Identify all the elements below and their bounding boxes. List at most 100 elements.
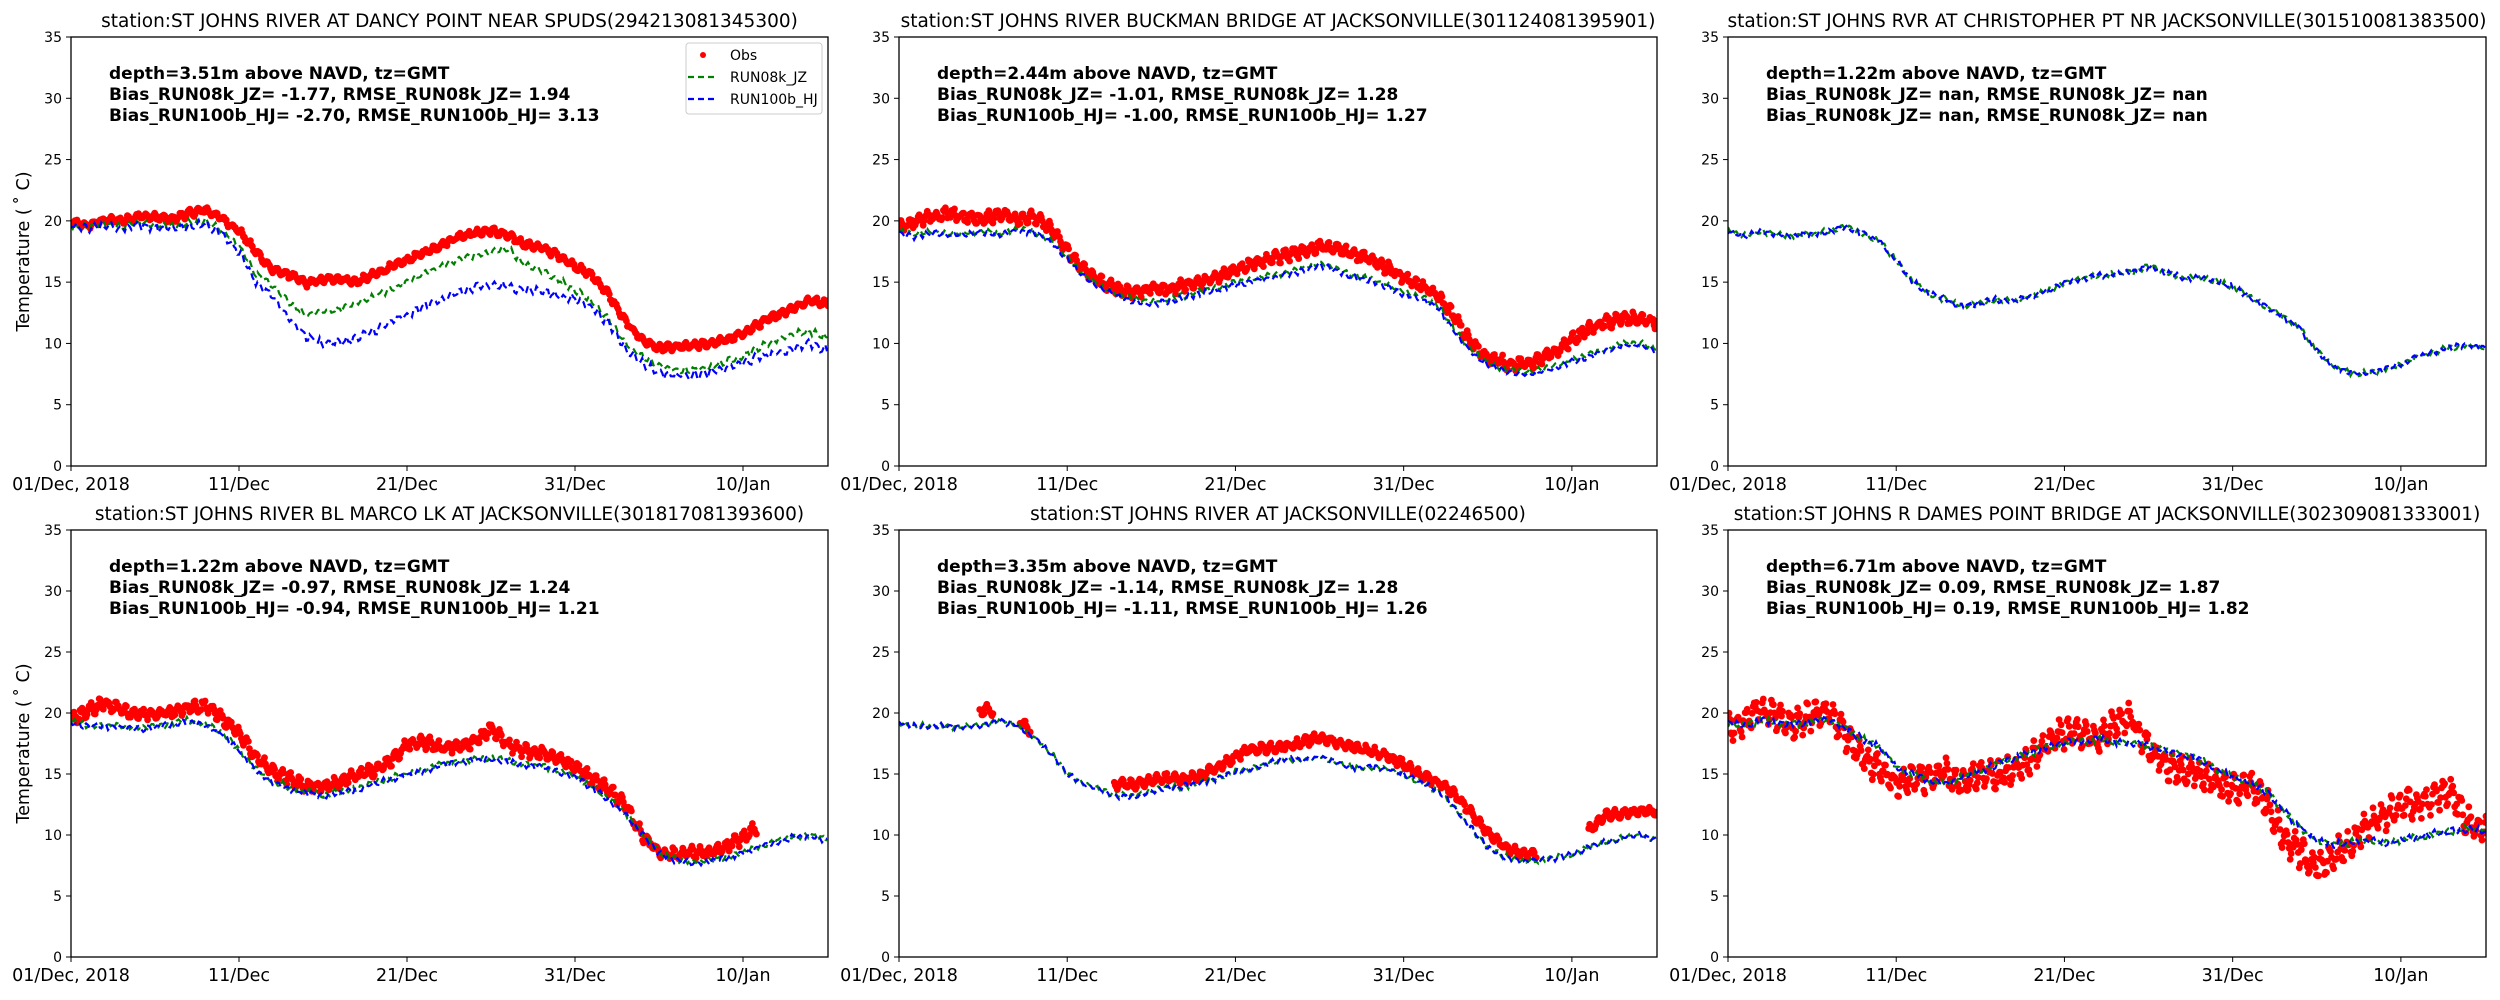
obs-point (197, 706, 205, 714)
obs-point (435, 737, 443, 745)
obs-point (1295, 255, 1303, 262)
obs-point (2297, 846, 2305, 854)
obs-point (2401, 802, 2409, 809)
obs-point (1807, 727, 1815, 735)
obs-point (2450, 789, 2458, 797)
obs-point (1269, 259, 1276, 266)
obs-point (1882, 761, 1889, 769)
obs-point (964, 219, 971, 226)
y-tick-label: 15 (872, 275, 890, 291)
obs-point (2275, 816, 2283, 824)
obs-point (2009, 772, 2016, 779)
obs-point (2219, 793, 2227, 800)
obs-point (1944, 766, 1952, 773)
x-tick-label: 31/Dec (2202, 966, 2264, 986)
obs-point (1397, 270, 1404, 278)
obs-point (2223, 780, 2231, 788)
obs-point (2428, 801, 2435, 808)
obs-point (1992, 785, 1999, 793)
x-tick-label: 21/Dec (376, 475, 438, 495)
obs-point (1499, 351, 1506, 359)
legend: Obs RUN08k_JZ RUN100b_HJ (685, 42, 823, 115)
obs-point (1857, 747, 1865, 754)
obs-point (1098, 273, 1106, 280)
y-tick-label: 30 (872, 91, 890, 107)
obs-point (2270, 828, 2278, 835)
obs-point (246, 745, 253, 752)
obs-point (2136, 726, 2144, 734)
obs-point (2333, 855, 2341, 863)
obs-point (2227, 790, 2235, 797)
axes-frame (70, 529, 829, 958)
obs-point (1913, 780, 1921, 788)
obs-point (1927, 769, 1935, 776)
y-tick-label: 15 (44, 767, 62, 783)
plot-area (1728, 223, 2486, 379)
stats-annotation: depth=3.51m above NAVD, tz=GMT (109, 64, 450, 84)
axes-frame (70, 36, 829, 467)
obs-point (1286, 257, 1293, 265)
series-run100b-hj (71, 718, 828, 868)
obs-point (179, 709, 187, 717)
obs-point (2005, 764, 2012, 771)
obs-point (2388, 794, 2396, 802)
obs-point (344, 779, 352, 786)
obs-point (1874, 750, 1881, 757)
obs-point (671, 846, 679, 854)
obs-point (740, 827, 748, 835)
obs-point (2287, 850, 2295, 857)
obs-point (757, 323, 764, 331)
obs-point (2121, 729, 2129, 737)
obs-point (362, 770, 370, 778)
obs-point (1737, 728, 1745, 736)
obs-point (824, 302, 828, 310)
x-tick-label: 01/Dec, 2018 (1669, 966, 1787, 986)
obs-point (1221, 266, 1229, 274)
obs-point (1878, 777, 1885, 785)
obs-point (1447, 303, 1455, 310)
obs-point (297, 775, 305, 783)
obs-point (1461, 801, 1468, 809)
y-tick-label: 35 (1701, 30, 1719, 46)
obs-point (1792, 727, 1799, 735)
obs-point (1831, 710, 1839, 718)
obs-point (2437, 794, 2445, 801)
x-tick-label: 01/Dec, 2018 (840, 475, 958, 495)
obs-point (536, 754, 544, 762)
x-tick-label: 31/Dec (2202, 475, 2264, 495)
y-tick-label: 10 (1701, 828, 1719, 844)
obs-point (2400, 811, 2408, 819)
obs-point (1943, 760, 1951, 767)
obs-point (2166, 766, 2174, 774)
y-tick-label: 0 (1710, 950, 1719, 966)
x-tick-label: 31/Dec (544, 475, 606, 495)
obs-point (2192, 773, 2200, 780)
obs-point (1601, 322, 1608, 330)
obs-point (2459, 811, 2467, 819)
obs-point (280, 769, 288, 777)
obs-point (1860, 765, 1868, 772)
obs-point (1866, 755, 1874, 763)
stats-annotation: Bias_RUN100b_HJ= 0.19, RMSE_RUN100b_HJ= … (1766, 599, 2250, 619)
obs-point (1829, 701, 1837, 708)
obs-point (749, 820, 756, 827)
obs-point (609, 783, 617, 791)
y-tick-label: 35 (872, 523, 890, 539)
y-tick-label: 10 (44, 336, 62, 352)
obs-point (2377, 801, 2385, 808)
obs-point (585, 771, 593, 779)
obs-point (2065, 722, 2073, 730)
series-obs (1585, 803, 1657, 834)
plot-area (899, 204, 1657, 378)
obs-point (714, 840, 722, 848)
obs-point (1794, 704, 1801, 712)
series-run08k-jz (1728, 223, 2486, 379)
obs-point (2341, 847, 2349, 854)
stats-annotation: depth=3.35m above NAVD, tz=GMT (937, 557, 1278, 577)
y-tick-label: 30 (1701, 91, 1719, 107)
obs-point (2419, 800, 2426, 808)
x-tick-label: 10/Jan (1544, 966, 1599, 986)
obs-point (2057, 721, 2065, 729)
obs-point (702, 853, 710, 860)
